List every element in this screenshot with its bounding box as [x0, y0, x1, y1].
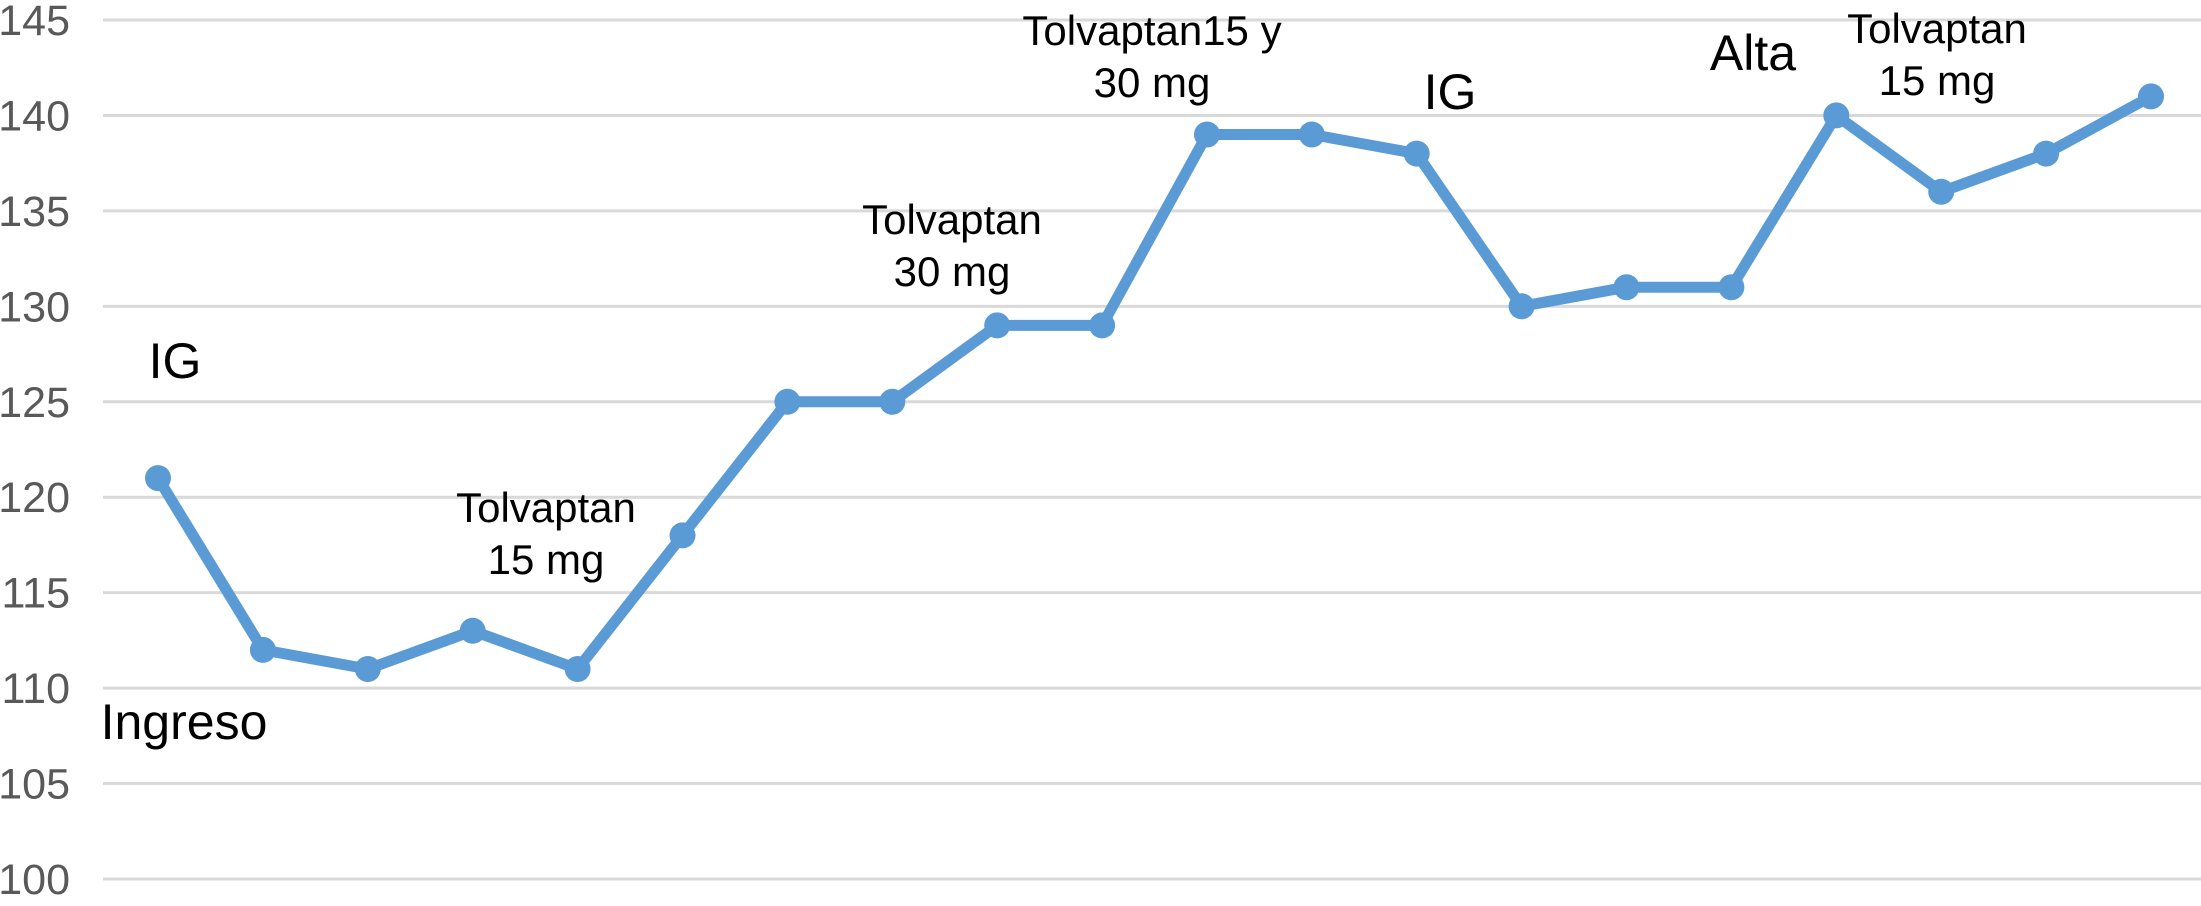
data-point-marker — [459, 617, 486, 644]
data-point-marker — [1508, 293, 1535, 320]
annotation-label: Tolvaptan 15 mg — [1847, 5, 2027, 104]
y-axis-tick-label: 100 — [0, 856, 70, 904]
data-point-marker — [1089, 312, 1116, 339]
annotation-label: IG — [149, 333, 202, 389]
data-point-marker — [564, 656, 591, 682]
data-point-marker — [774, 388, 801, 415]
annotation-label: Alta — [1710, 25, 1796, 81]
annotation-label: Tolvaptan15 y 30 mg — [1022, 7, 1281, 106]
y-axis-tick-label: 105 — [0, 761, 70, 809]
data-point-marker — [2033, 140, 2060, 167]
annotation-label: Tolvaptan 30 mg — [862, 196, 1042, 295]
y-axis-tick-label: 140 — [0, 92, 70, 140]
data-point-marker — [1718, 274, 1745, 301]
annotation-label: IG — [1424, 64, 1477, 120]
y-axis-tick-label: 110 — [1, 665, 70, 713]
data-point-marker — [879, 388, 906, 415]
data-point-marker — [1194, 121, 1220, 148]
data-point-marker — [669, 522, 696, 549]
data-point-marker — [1823, 102, 1850, 129]
data-point-marker — [145, 465, 171, 492]
y-axis-tick-label: 130 — [0, 283, 70, 331]
annotation-label: Ingreso — [101, 694, 268, 750]
data-point-marker — [1928, 178, 1955, 205]
data-point-marker — [1298, 121, 1325, 148]
data-point-marker — [1403, 140, 1430, 167]
data-line — [152, 90, 2157, 675]
data-point-marker — [2138, 83, 2164, 110]
y-axis-tick-label: 120 — [0, 474, 70, 522]
annotation-label: Tolvaptan 15 mg — [456, 484, 636, 583]
y-axis-tick-label: 125 — [0, 379, 70, 427]
data-point-marker — [354, 656, 381, 682]
data-point-marker — [249, 636, 276, 663]
data-point-marker — [1613, 274, 1640, 301]
y-axis-tick-label: 135 — [0, 188, 70, 236]
data-point-marker — [984, 312, 1011, 339]
y-axis-tick-label: 115 — [1, 570, 70, 618]
y-axis-tick-label: 145 — [0, 0, 70, 45]
